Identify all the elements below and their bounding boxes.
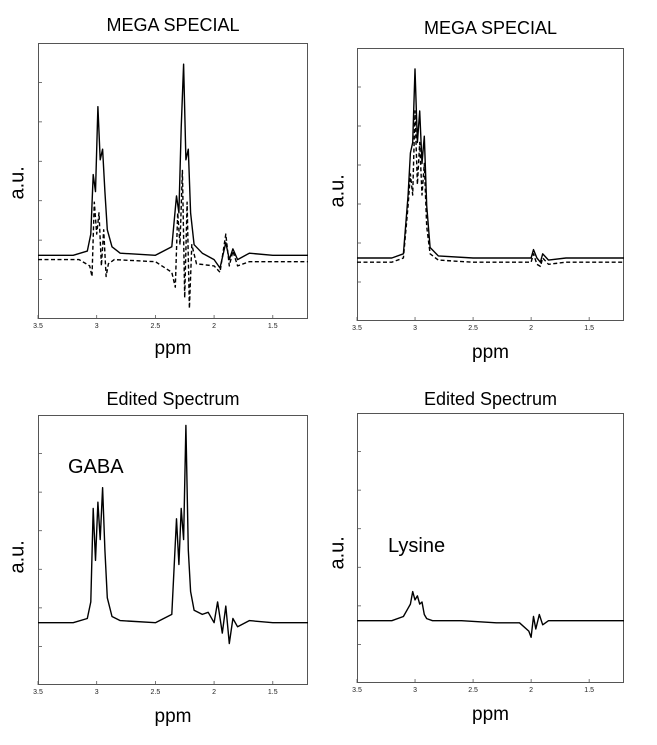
x-tick-label: 3.5 bbox=[33, 689, 43, 696]
x-tick-label: 3 bbox=[95, 323, 99, 330]
x-tick-label: 3.5 bbox=[352, 687, 362, 694]
x-tick-label: 3 bbox=[95, 689, 99, 696]
plot-frame bbox=[38, 415, 308, 685]
x-tick-label: 1.5 bbox=[268, 323, 278, 330]
peak-annotation: Lysine bbox=[388, 535, 445, 557]
x-tick-label: 2 bbox=[529, 687, 533, 694]
x-tick-label: 3.5 bbox=[33, 323, 43, 330]
plot-frame bbox=[357, 48, 624, 321]
y-axis-label: a.u. bbox=[6, 540, 29, 574]
x-tick-label: 2 bbox=[212, 689, 216, 696]
x-tick-label: 3.5 bbox=[352, 325, 362, 332]
x-tick-label: 2.5 bbox=[468, 687, 478, 694]
y-axis-label: a.u. bbox=[326, 174, 349, 208]
chart-title: Edited Spectrum bbox=[423, 389, 558, 409]
x-tick-label: 2 bbox=[529, 325, 533, 332]
x-axis-label: ppm bbox=[154, 706, 192, 727]
series-line-solid bbox=[357, 68, 624, 263]
x-axis-label: ppm bbox=[472, 342, 509, 363]
x-tick-label: 3 bbox=[413, 687, 417, 694]
x-tick-label: 1.5 bbox=[584, 687, 594, 694]
chart-plot: 3.5 3 2.5 2 1.5 Lysine bbox=[352, 413, 624, 694]
y-axis-label: a.u. bbox=[6, 166, 29, 200]
x-tick-label: 2.5 bbox=[151, 323, 161, 330]
chart-plot: 3.5 3 2.5 2 1.5 bbox=[33, 43, 308, 330]
x-axis-label: ppm bbox=[154, 338, 192, 359]
plot-frame bbox=[357, 413, 624, 683]
chart-plot: 3.5 3 2.5 2 1.5 GABA bbox=[33, 415, 308, 696]
series-line-solid bbox=[38, 63, 308, 269]
x-tick-label: 3 bbox=[413, 325, 417, 332]
series-line-solid bbox=[357, 590, 624, 638]
series-line-solid bbox=[38, 424, 308, 645]
x-axis-label: ppm bbox=[472, 704, 509, 725]
y-axis-label: a.u. bbox=[326, 536, 349, 570]
x-tick-label: 1.5 bbox=[584, 325, 594, 332]
x-tick-label: 2 bbox=[212, 323, 216, 330]
chart-title: MEGA SPECIAL bbox=[423, 18, 558, 38]
peak-annotation: GABA bbox=[68, 456, 124, 478]
series-line-dashed bbox=[38, 169, 308, 310]
chart-plot: 3.5 3 2.5 2 1.5 bbox=[352, 48, 624, 332]
chart-title: MEGA SPECIAL bbox=[106, 15, 240, 35]
x-tick-label: 2.5 bbox=[468, 325, 478, 332]
x-tick-label: 1.5 bbox=[268, 689, 278, 696]
chart-title: Edited Spectrum bbox=[106, 389, 240, 409]
x-tick-label: 2.5 bbox=[151, 689, 161, 696]
plot-frame bbox=[38, 43, 308, 319]
series-line-dashed bbox=[357, 110, 624, 268]
